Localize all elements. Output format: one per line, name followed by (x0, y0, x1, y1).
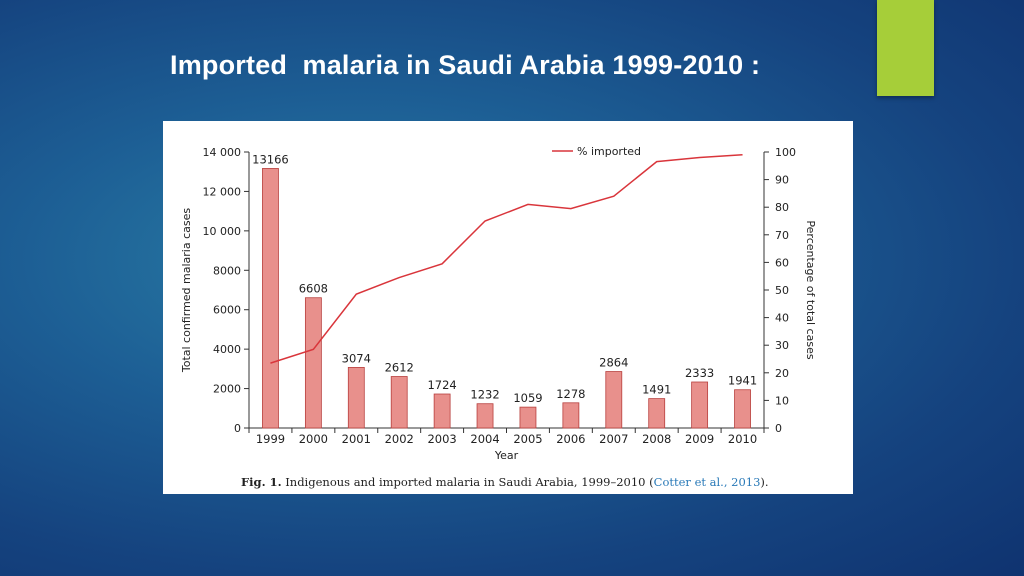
bar (433, 393, 451, 429)
bar (605, 371, 623, 429)
bar-value-label: 1491 (642, 383, 671, 397)
legend-label: % imported (577, 145, 641, 158)
right-tick-label: 60 (775, 256, 789, 269)
right-tick-label: 30 (775, 339, 789, 352)
x-tick-label: 2005 (513, 432, 542, 446)
x-tick-label: 2010 (728, 432, 757, 446)
caption-label: Fig. 1. (241, 475, 282, 489)
left-tick-label: 14 000 (203, 146, 242, 159)
x-tick-label: 2006 (556, 432, 585, 446)
accent-bar (877, 0, 934, 96)
bar (562, 402, 580, 429)
x-tick-label: 2000 (299, 432, 328, 446)
right-tick-label: 50 (775, 284, 789, 297)
bar-series: 13166 6608 3074 2612 1724 1232 1059 1278 2864 149… (252, 152, 757, 429)
x-tick-label: 2004 (470, 432, 499, 446)
bar-value-label: 2333 (685, 366, 714, 380)
left-y-axis: 0 2000 4000 6000 8000 10 000 12 000 14 000 Total… (180, 146, 250, 435)
left-tick-label: 0 (234, 422, 241, 435)
bar-value-label: 1724 (427, 378, 456, 392)
right-tick-label: 10 (775, 394, 789, 407)
bar (648, 398, 666, 429)
bar-value-label: 3074 (342, 351, 371, 365)
left-tick-label: 6000 (213, 304, 241, 317)
legend: % imported (552, 145, 641, 158)
bar (347, 366, 365, 429)
bar (734, 389, 751, 429)
left-tick-label: 8000 (213, 264, 241, 277)
bar (304, 297, 322, 429)
right-tick-label: 80 (775, 201, 789, 214)
x-tick-label: 2002 (385, 432, 414, 446)
right-tick-label: 20 (775, 367, 789, 380)
malaria-chart: 0 2000 4000 6000 8000 10 000 12 000 14 000 Total… (180, 145, 817, 462)
right-tick-label: 70 (775, 229, 789, 242)
x-axis-title: Year (494, 449, 519, 462)
figure-panel: 0 2000 4000 6000 8000 10 000 12 000 14 000 Total… (163, 121, 853, 494)
caption-citation-link[interactable]: Cotter et al., 2013 (653, 475, 761, 489)
x-tick-label: 2001 (342, 432, 371, 446)
right-tick-label: 40 (775, 312, 789, 325)
left-tick-label: 4000 (213, 343, 241, 356)
x-axis: 1999 2000 2001 2002 2003 2004 2005 2006 2007 2008… (248, 427, 765, 462)
x-tick-label: 2009 (685, 432, 714, 446)
left-tick-label: 12 000 (203, 185, 242, 198)
right-tick-label: 100 (775, 146, 796, 159)
caption-text: Indigenous and imported malaria in Saudi… (285, 475, 654, 489)
x-tick-label: 2007 (599, 432, 628, 446)
left-tick-label: 2000 (213, 383, 241, 396)
caption-end: ). (760, 475, 769, 489)
bar-value-label: 1941 (728, 374, 757, 388)
bar (390, 376, 408, 429)
right-axis-title: Percentage of total cases (804, 220, 817, 359)
bar-value-label: 1232 (470, 388, 499, 402)
line-series (270, 154, 743, 364)
left-axis-title: Total confirmed malaria cases (180, 208, 193, 374)
right-tick-label: 90 (775, 174, 789, 187)
bar-value-label: 6608 (299, 282, 328, 296)
left-tick-label: 10 000 (203, 225, 242, 238)
bar-value-label: 2864 (599, 356, 628, 370)
bar (519, 406, 537, 429)
bar (262, 168, 279, 429)
percent-imported-line (270, 154, 743, 364)
x-tick-label: 2008 (642, 432, 671, 446)
bar-value-label: 2612 (385, 361, 414, 375)
right-tick-label: 0 (775, 422, 782, 435)
bar (476, 403, 494, 429)
right-y-axis: 0 10 20 30 40 50 60 70 80 90 100 Percentage of tota… (763, 146, 817, 435)
slide-title: Imported malaria in Saudi Arabia 1999-20… (170, 50, 761, 80)
x-tick-label: 2003 (427, 432, 456, 446)
bar (691, 381, 709, 429)
figure-caption: Fig. 1. Indigenous and imported malaria … (241, 475, 769, 489)
bar-value-label: 1059 (513, 391, 542, 405)
bar-value-label: 13166 (252, 152, 289, 166)
bar-value-label: 1278 (556, 387, 585, 401)
x-tick-label: 1999 (256, 432, 285, 446)
